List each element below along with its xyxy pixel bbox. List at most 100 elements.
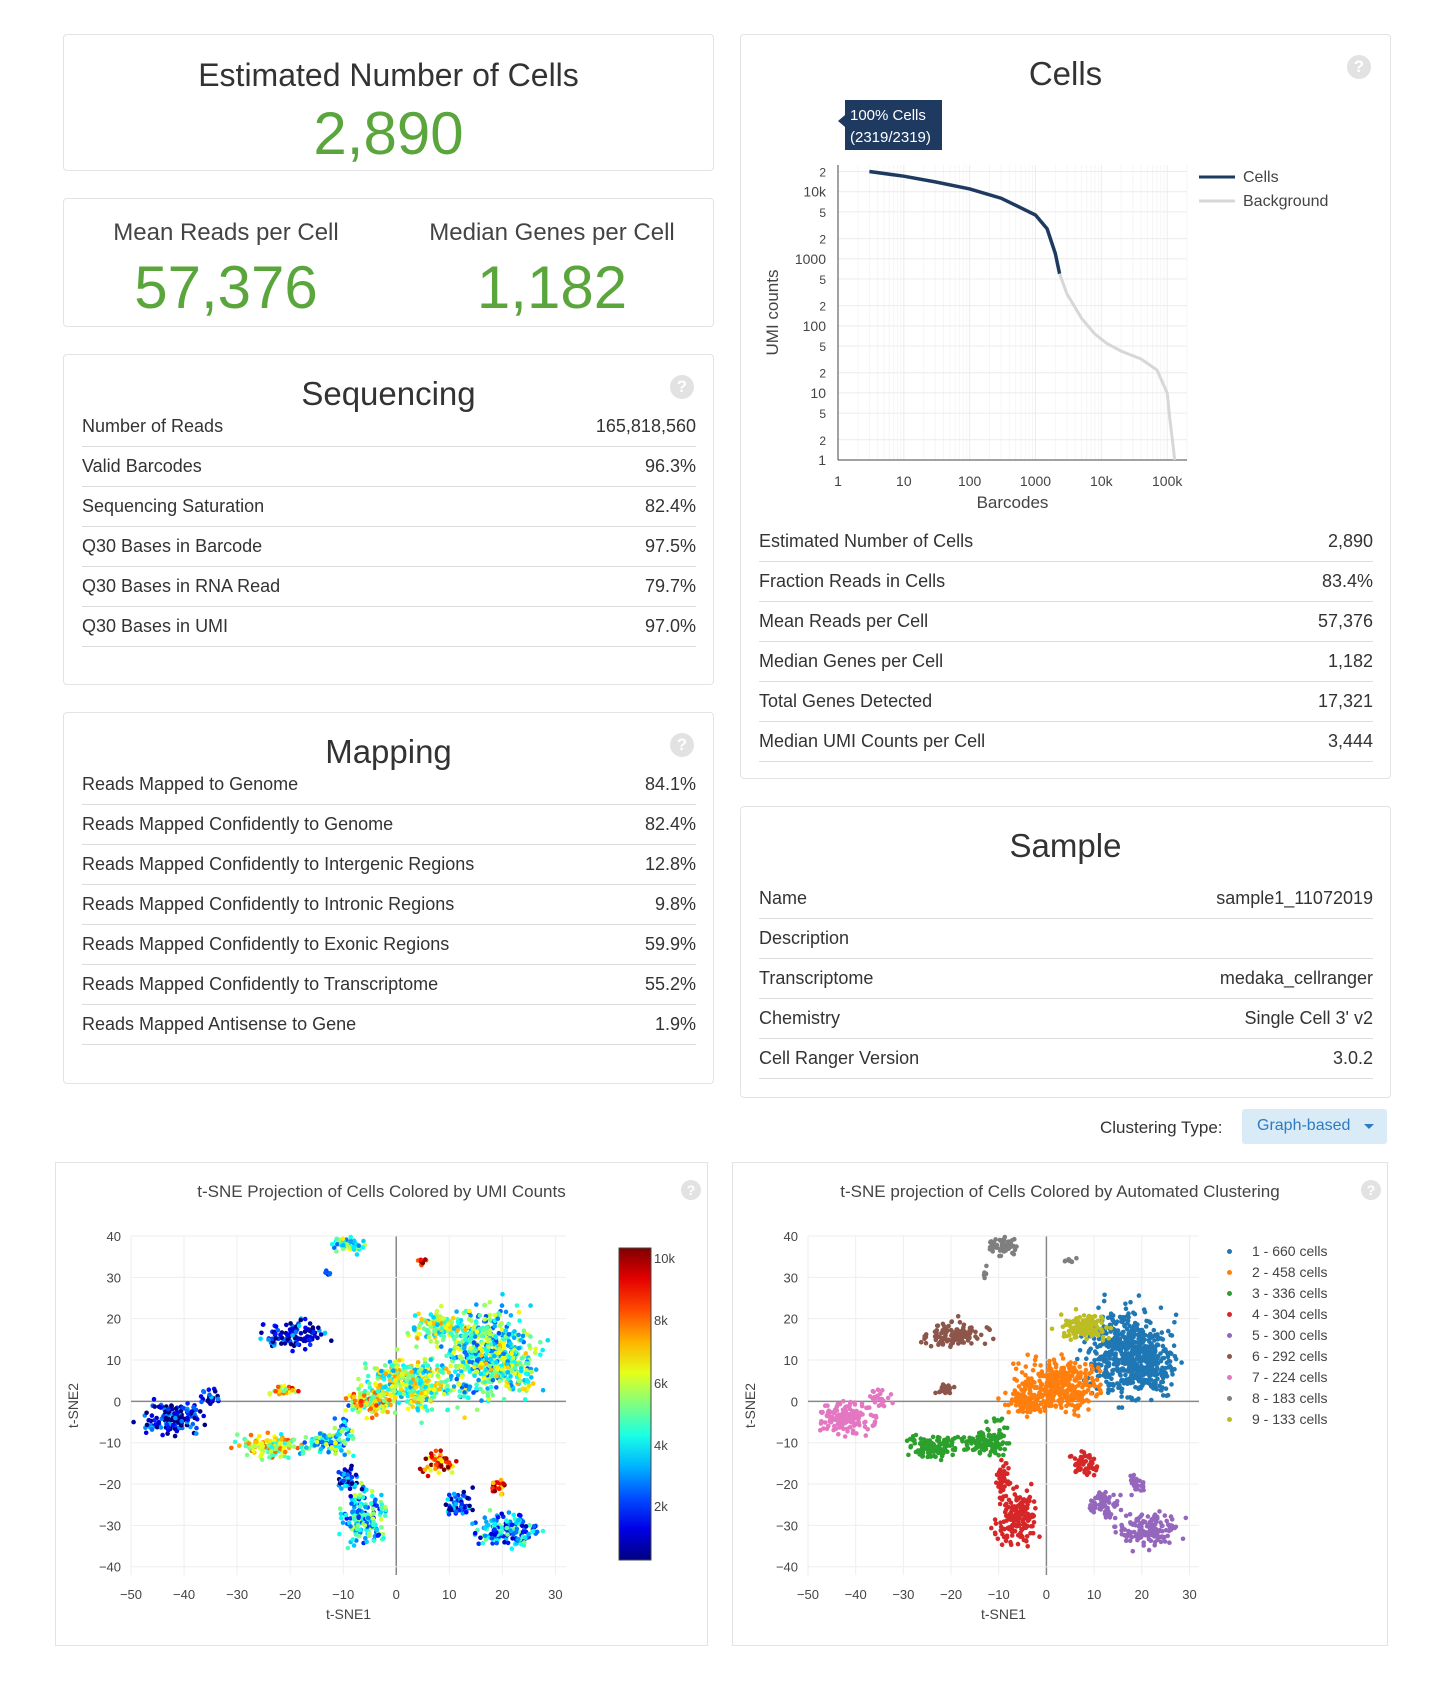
data-point — [1072, 1412, 1077, 1417]
data-point — [466, 1395, 471, 1401]
data-point — [1016, 1384, 1022, 1389]
data-point — [1122, 1357, 1128, 1362]
data-point — [349, 1501, 354, 1506]
data-point — [1163, 1347, 1168, 1352]
data-point — [1058, 1402, 1063, 1408]
data-point — [298, 1331, 304, 1336]
data-point — [1060, 1356, 1066, 1361]
help-icon[interactable]: ? — [670, 733, 694, 757]
data-point — [1055, 1384, 1060, 1390]
data-point — [474, 1358, 480, 1363]
data-point — [468, 1313, 473, 1318]
tsne-umi-plot[interactable]: −50 −40 −30 −20 −10 0 10 20 30403020100−10−20−30… — [56, 1163, 709, 1647]
data-point — [201, 1389, 206, 1394]
data-point — [1054, 1376, 1059, 1381]
metric-row: Median Genes per Cell 1,182 — [759, 641, 1373, 682]
help-icon[interactable]: ? — [1347, 55, 1371, 79]
data-point — [1168, 1332, 1173, 1338]
data-point — [477, 1313, 483, 1318]
data-point — [493, 1360, 499, 1365]
data-point — [1032, 1357, 1038, 1363]
data-point — [951, 1384, 957, 1390]
data-point — [1102, 1292, 1107, 1298]
data-point — [1169, 1351, 1174, 1356]
data-point — [1137, 1358, 1142, 1364]
data-point — [166, 1425, 171, 1430]
x-axis-title: t-SNE1 — [326, 1606, 371, 1622]
clustering-type-dropdown[interactable]: Graph-based — [1242, 1109, 1387, 1144]
data-point — [862, 1420, 867, 1425]
y-tick-label: 2 — [819, 166, 826, 180]
data-point — [1098, 1354, 1103, 1360]
data-point — [349, 1481, 355, 1486]
data-point — [363, 1535, 368, 1541]
data-point — [1157, 1509, 1162, 1514]
sequencing-table: Number of Reads 165,818,560 Valid Barcodes… — [82, 407, 696, 647]
data-point — [363, 1504, 368, 1510]
data-point — [1129, 1530, 1134, 1535]
data-point — [1054, 1369, 1059, 1375]
data-point — [1104, 1509, 1110, 1515]
data-point — [470, 1507, 475, 1513]
data-point — [337, 1506, 343, 1511]
metric-label: Reads Mapped Confidently to Intronic Reg… — [82, 884, 626, 925]
sample-table: Name sample1_11072019 Description Transcrip… — [759, 879, 1373, 1079]
data-point — [478, 1365, 484, 1370]
data-point — [1097, 1388, 1103, 1393]
data-point — [1147, 1358, 1152, 1363]
y-axis-title: t-SNE2 — [742, 1383, 758, 1428]
data-point — [937, 1435, 942, 1441]
data-point — [1031, 1499, 1037, 1504]
help-icon[interactable]: ? — [681, 1180, 701, 1200]
data-point — [1087, 1348, 1092, 1353]
data-point — [482, 1525, 488, 1531]
data-point — [1083, 1361, 1088, 1367]
data-point — [487, 1312, 493, 1318]
data-point — [381, 1398, 387, 1404]
data-point — [1076, 1463, 1082, 1468]
data-point — [1117, 1345, 1123, 1350]
data-point — [340, 1520, 346, 1525]
data-point — [1124, 1326, 1130, 1332]
data-point — [389, 1362, 395, 1368]
data-point — [324, 1442, 329, 1447]
data-point — [454, 1309, 459, 1314]
data-point — [429, 1407, 435, 1412]
data-point — [173, 1415, 178, 1421]
data-point — [379, 1525, 384, 1530]
data-point — [350, 1537, 356, 1542]
data-point — [414, 1344, 419, 1349]
data-point — [965, 1338, 971, 1343]
data-point — [472, 1334, 478, 1339]
data-point — [474, 1329, 480, 1334]
data-point — [880, 1388, 885, 1393]
colorbar-tick-label: 8k — [654, 1313, 668, 1328]
data-point — [1009, 1506, 1015, 1511]
data-point — [438, 1368, 443, 1373]
data-point — [1075, 1356, 1080, 1362]
help-icon[interactable]: ? — [1361, 1180, 1381, 1200]
data-point — [518, 1337, 524, 1343]
data-point — [295, 1341, 300, 1347]
data-point — [152, 1404, 157, 1409]
metric-value: 82.4% — [489, 486, 696, 527]
tsne-cluster-plot[interactable]: −50 −40 −30 −20 −10 0 10 20 30403020100−10−20−30… — [733, 1163, 1389, 1647]
data-point — [460, 1511, 466, 1516]
data-point — [371, 1511, 377, 1516]
help-icon[interactable]: ? — [670, 375, 694, 399]
y-tick-label: 30 — [784, 1270, 798, 1285]
data-point — [516, 1379, 522, 1384]
data-point — [1120, 1378, 1126, 1383]
y-tick-label: 5 — [819, 273, 826, 287]
data-point — [940, 1321, 946, 1327]
data-point — [160, 1432, 165, 1438]
data-point — [1127, 1538, 1133, 1543]
data-point — [194, 1425, 199, 1431]
data-point — [168, 1417, 174, 1423]
data-point — [1082, 1470, 1087, 1475]
barcode-rank-plot[interactable]: 1 10 100 1000 10k 100k12510251002510002510k2B… — [741, 95, 1392, 545]
data-point — [335, 1432, 341, 1437]
data-point — [1112, 1515, 1118, 1521]
tsne-cluster-card: t-SNE projection of Cells Colored by Aut… — [732, 1162, 1388, 1646]
data-point — [1167, 1540, 1172, 1545]
